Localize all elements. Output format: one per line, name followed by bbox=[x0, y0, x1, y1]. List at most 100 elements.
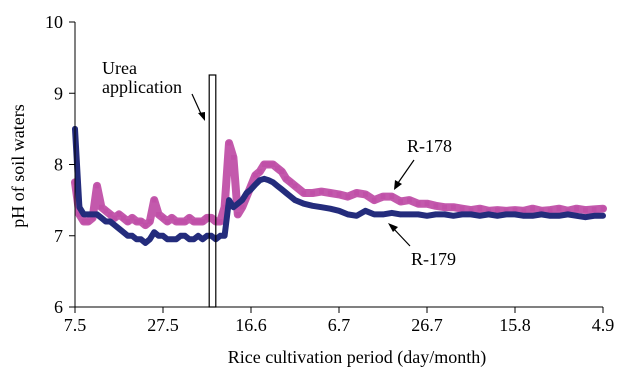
series-r179-point bbox=[151, 229, 157, 235]
series-r179-point bbox=[182, 232, 188, 239]
series-r178-point bbox=[442, 204, 447, 210]
series-r178-point bbox=[257, 169, 263, 174]
series-r179-point bbox=[485, 211, 492, 218]
series-r179-point bbox=[538, 211, 545, 218]
x-tick-label: 26.7 bbox=[411, 315, 443, 335]
series-r178-point bbox=[407, 197, 412, 203]
series-r179-point bbox=[230, 204, 237, 210]
urea-arrow-line bbox=[191, 93, 203, 117]
series-r179-point bbox=[441, 211, 448, 218]
series-r179-point bbox=[371, 211, 377, 218]
series-r178-point bbox=[147, 219, 153, 224]
series-r179-point bbox=[186, 236, 193, 243]
series-r178-point bbox=[182, 219, 188, 224]
series-r179-point bbox=[191, 236, 197, 243]
series-r178-point bbox=[99, 204, 104, 210]
urea-label-line-2: application bbox=[102, 77, 182, 97]
y-tick-label: 7 bbox=[54, 226, 63, 246]
urea-application-band bbox=[208, 74, 217, 308]
series-r179-point bbox=[125, 232, 131, 239]
series-r178-point bbox=[574, 206, 579, 212]
series-r178-point bbox=[169, 215, 175, 221]
series-r179-point bbox=[279, 186, 285, 193]
series-r179-point bbox=[248, 186, 254, 193]
series-r178-point bbox=[160, 215, 166, 221]
series-r179-point bbox=[270, 179, 276, 186]
series-r178-point bbox=[231, 155, 236, 160]
series-r179-point bbox=[103, 218, 109, 225]
series-r179-point bbox=[353, 213, 360, 219]
series-r179-line bbox=[72, 125, 606, 246]
series-r178-point bbox=[261, 162, 267, 167]
series-r179-point bbox=[177, 232, 184, 239]
series-r179-point bbox=[336, 208, 342, 214]
y-tick-label: 6 bbox=[54, 297, 63, 317]
series-r179-point bbox=[147, 236, 153, 243]
series-r178-point bbox=[495, 207, 500, 213]
x-tick-label: 16.6 bbox=[235, 315, 267, 335]
series-r178-point bbox=[503, 208, 509, 214]
series-r178-point bbox=[310, 190, 315, 196]
series-r179-point bbox=[257, 177, 263, 183]
r179-arrow-head bbox=[388, 223, 398, 232]
series-r178-point bbox=[112, 215, 117, 221]
series-r178-point bbox=[319, 189, 324, 194]
series-r179-point bbox=[142, 240, 149, 246]
series-r178-point bbox=[226, 140, 232, 146]
series-r178-point bbox=[143, 222, 148, 228]
series-r179-point bbox=[415, 211, 421, 218]
series-r179-point bbox=[120, 229, 127, 235]
series-r178-point bbox=[235, 212, 241, 217]
series-r179-point bbox=[433, 211, 439, 218]
series-r179-point bbox=[397, 211, 404, 218]
series-r178-point bbox=[539, 208, 544, 214]
series-r178-point bbox=[530, 206, 535, 212]
series-r179-point bbox=[252, 181, 259, 188]
series-r178-point bbox=[283, 176, 289, 182]
series-r178-point bbox=[156, 212, 161, 217]
series-r179-point bbox=[164, 236, 171, 243]
series-r179-point bbox=[450, 213, 457, 219]
series-r178-point bbox=[270, 162, 276, 167]
series-r179-point bbox=[380, 211, 386, 218]
series-r179-point bbox=[111, 222, 118, 228]
series-r178-point bbox=[451, 204, 456, 210]
series-r179-point bbox=[573, 213, 580, 219]
series-r179-point bbox=[274, 183, 281, 189]
y-tick-label: 8 bbox=[54, 155, 63, 175]
series-r179-point bbox=[85, 211, 91, 218]
series-r179-point bbox=[89, 211, 96, 218]
series-r178-point bbox=[565, 208, 571, 214]
series-r179-point bbox=[76, 204, 83, 210]
series-r179-point bbox=[133, 236, 140, 243]
series-r178-point bbox=[363, 192, 368, 197]
series-r178-point bbox=[371, 197, 377, 203]
y-axis-title: pH of soil waters bbox=[8, 104, 28, 227]
y-tick-label: 10 bbox=[45, 12, 63, 32]
r178-label: R-178 bbox=[407, 136, 452, 156]
urea-application-marker-layer: Urea application bbox=[102, 58, 217, 308]
series-r179-point bbox=[129, 232, 135, 239]
series-r178-point bbox=[165, 219, 170, 224]
series-r179-point bbox=[292, 197, 298, 203]
series-r178-point bbox=[107, 212, 113, 217]
series-r178-point bbox=[547, 207, 553, 213]
series-r178-point bbox=[292, 183, 298, 189]
series-r179-point bbox=[217, 232, 223, 239]
series-r179-point bbox=[327, 205, 333, 212]
urea-label-line-1: Urea bbox=[102, 58, 137, 78]
series-r178-point bbox=[327, 190, 333, 196]
series-r178-point bbox=[345, 194, 351, 199]
series-r179-point bbox=[309, 203, 316, 209]
series-r179-point bbox=[169, 236, 175, 243]
series-r179-point bbox=[98, 215, 105, 221]
series-r178-point bbox=[486, 208, 491, 214]
series-r178-point bbox=[103, 208, 109, 214]
x-axis-title: Rice cultivation period (day/month) bbox=[228, 347, 486, 368]
series-r178-point bbox=[121, 215, 126, 221]
series-r178-point bbox=[125, 219, 131, 224]
series-r178-point bbox=[195, 219, 201, 224]
x-tick-label: 7.5 bbox=[64, 315, 87, 335]
series-r178-point bbox=[116, 212, 122, 217]
